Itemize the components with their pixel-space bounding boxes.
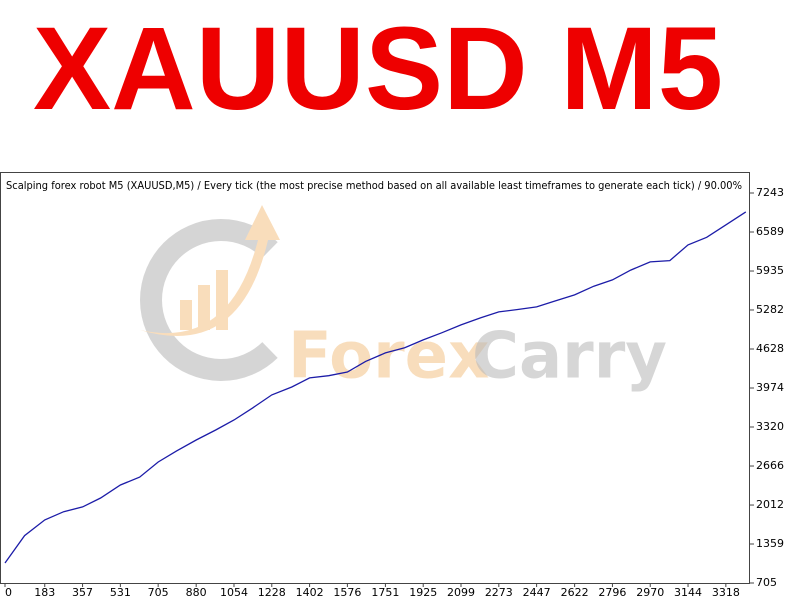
x-tick-label: 2447	[523, 586, 551, 599]
y-tick-label: 2666	[756, 459, 784, 472]
x-tick-label: 1228	[258, 586, 286, 599]
y-tick-label: 5935	[756, 264, 784, 277]
x-tick-label: 1925	[409, 586, 437, 599]
y-tick-label: 1359	[756, 537, 784, 550]
x-tick-label: 2622	[561, 586, 589, 599]
x-tick-label: 3144	[674, 586, 702, 599]
x-tick-label: 357	[72, 586, 93, 599]
x-tick-label: 531	[110, 586, 131, 599]
series-line	[4, 211, 747, 564]
plot-frame	[0, 172, 750, 584]
chart-subtitle: Scalping forex robot M5 (XAUUSD,M5) / Ev…	[6, 180, 742, 192]
x-tick-label: 2970	[636, 586, 664, 599]
y-tick-label: 705	[756, 576, 777, 589]
watermark-text: Forex	[288, 320, 489, 394]
x-tick-label: 1054	[220, 586, 248, 599]
watermark-text: Carry	[472, 320, 667, 394]
x-tick-label: 705	[148, 586, 169, 599]
y-tick-label: 2012	[756, 498, 784, 511]
chart-title: XAUUSD M5	[33, 3, 723, 135]
watermark-logo	[140, 205, 280, 381]
x-tick-label: 1402	[296, 586, 324, 599]
x-tick-label: 1576	[333, 586, 361, 599]
x-tick-label: 0	[5, 586, 12, 599]
y-tick-label: 6589	[756, 225, 784, 238]
x-tick-label: 880	[186, 586, 207, 599]
x-tick-label: 1751	[371, 586, 399, 599]
y-tick-label: 4628	[756, 342, 784, 355]
x-tick-label: 2099	[447, 586, 475, 599]
x-tick-label: 2273	[485, 586, 513, 599]
y-tick-label: 3974	[756, 381, 784, 394]
x-tick-label: 183	[34, 586, 55, 599]
y-tick-label: 7243	[756, 186, 784, 199]
y-tick-label: 5282	[756, 303, 784, 316]
x-tick-label: 3318	[712, 586, 740, 599]
x-tick-label: 2796	[598, 586, 626, 599]
y-tick-label: 3320	[756, 420, 784, 433]
